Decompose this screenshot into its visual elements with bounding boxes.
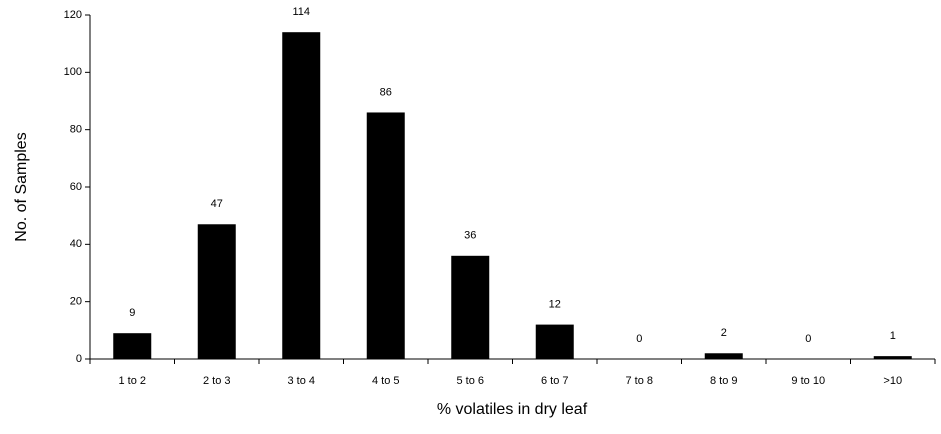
y-tick-label: 80 bbox=[70, 124, 82, 136]
data-label: 12 bbox=[549, 299, 561, 311]
data-label: 1 bbox=[890, 330, 896, 342]
bar bbox=[366, 112, 405, 359]
x-tick-label: 9 to 10 bbox=[791, 375, 825, 387]
data-label: 0 bbox=[636, 333, 642, 345]
x-tick-label: 4 to 5 bbox=[372, 375, 400, 387]
data-label: 9 bbox=[129, 307, 135, 319]
data-label: 36 bbox=[464, 230, 476, 242]
data-label: 47 bbox=[211, 198, 223, 210]
bar bbox=[873, 356, 912, 359]
y-tick-label: 20 bbox=[70, 296, 82, 308]
x-tick-label: 6 to 7 bbox=[541, 375, 569, 387]
bar bbox=[197, 224, 236, 359]
y-tick-label: 40 bbox=[70, 238, 82, 250]
bar bbox=[451, 255, 490, 359]
bar bbox=[113, 333, 152, 359]
y-axis-title: No. of Samples bbox=[13, 132, 30, 241]
y-tick-label: 100 bbox=[64, 66, 82, 78]
x-tick-label: >10 bbox=[883, 375, 902, 387]
x-tick-label: 2 to 3 bbox=[203, 375, 231, 387]
x-tick-label: 7 to 8 bbox=[625, 375, 653, 387]
y-tick-label: 60 bbox=[70, 181, 82, 193]
y-tick-label: 0 bbox=[76, 353, 82, 365]
data-label: 0 bbox=[805, 333, 811, 345]
data-label: 86 bbox=[380, 86, 392, 98]
data-label: 2 bbox=[721, 327, 727, 339]
x-tick-label: 1 to 2 bbox=[118, 375, 146, 387]
y-tick-label: 120 bbox=[64, 9, 82, 21]
x-tick-label: 8 to 9 bbox=[710, 375, 738, 387]
bar bbox=[535, 324, 574, 359]
x-tick-label: 5 to 6 bbox=[456, 375, 484, 387]
x-tick-label: 3 to 4 bbox=[287, 375, 315, 387]
x-axis-title: % volatiles in dry leaf bbox=[437, 401, 588, 418]
data-label: 114 bbox=[292, 6, 310, 18]
bar bbox=[704, 353, 743, 359]
bar bbox=[282, 32, 321, 359]
